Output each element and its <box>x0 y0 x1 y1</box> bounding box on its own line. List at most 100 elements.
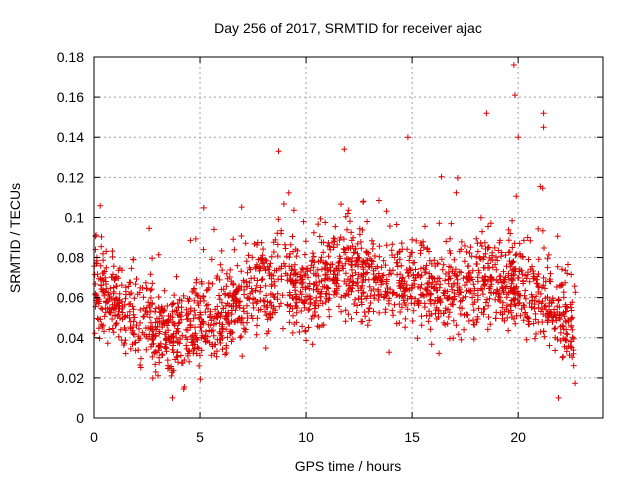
data-point <box>424 245 431 252</box>
data-point <box>482 299 489 306</box>
data-point <box>538 284 545 291</box>
data-point <box>142 325 149 332</box>
data-point <box>192 311 199 318</box>
data-point <box>464 263 471 270</box>
data-point <box>469 294 476 301</box>
data-point <box>562 336 569 343</box>
data-point <box>445 269 452 276</box>
data-point <box>342 307 349 314</box>
data-point <box>500 299 506 306</box>
data-point <box>444 320 451 327</box>
data-point <box>512 252 519 259</box>
data-point <box>184 350 191 357</box>
data-point <box>389 307 396 314</box>
data-point <box>240 308 247 315</box>
data-point <box>375 286 382 293</box>
data-point <box>344 244 351 251</box>
data-point <box>418 272 425 279</box>
data-point <box>552 347 559 354</box>
data-point <box>262 345 269 352</box>
data-point <box>426 275 433 282</box>
data-point <box>244 295 251 302</box>
data-point <box>495 247 502 254</box>
data-point <box>286 319 293 326</box>
data-point <box>473 319 480 326</box>
data-point <box>544 294 551 300</box>
data-point <box>254 315 261 322</box>
data-point <box>398 304 405 311</box>
data-point <box>345 311 352 318</box>
data-point <box>348 229 355 236</box>
data-point <box>485 302 492 309</box>
data-point <box>130 324 136 331</box>
data-point <box>365 308 372 315</box>
data-point <box>159 352 166 359</box>
data-point <box>564 331 571 338</box>
data-point <box>126 308 133 315</box>
data-point <box>289 329 296 336</box>
data-point <box>568 271 575 278</box>
data-point <box>163 348 170 355</box>
data-point <box>380 272 387 279</box>
data-point <box>494 286 500 293</box>
data-point <box>200 204 207 211</box>
data-point <box>562 267 569 274</box>
data-point <box>270 249 277 255</box>
data-point <box>572 380 579 387</box>
data-point <box>331 280 338 287</box>
data-point <box>205 305 211 312</box>
data-point <box>208 328 215 335</box>
data-point <box>271 278 278 285</box>
data-point <box>164 365 171 372</box>
data-point <box>191 297 198 304</box>
data-point <box>531 297 538 304</box>
data-point <box>98 243 105 250</box>
data-point <box>228 303 235 310</box>
data-point <box>172 356 179 363</box>
data-point <box>274 253 281 260</box>
data-point <box>230 236 237 243</box>
data-point <box>179 332 186 339</box>
data-point <box>116 290 123 297</box>
data-point <box>460 275 467 282</box>
data-point <box>322 271 329 278</box>
data-point <box>197 352 203 359</box>
data-point <box>448 220 455 227</box>
data-point <box>126 291 133 298</box>
data-point <box>101 313 108 320</box>
data-point <box>415 302 422 309</box>
data-point <box>187 237 194 244</box>
data-point <box>125 283 132 290</box>
data-point <box>107 285 114 292</box>
data-point <box>347 273 354 280</box>
data-point <box>493 254 499 260</box>
data-point <box>440 261 447 268</box>
data-point <box>366 305 373 311</box>
data-point <box>230 281 237 288</box>
data-point <box>358 301 365 308</box>
data-point <box>485 223 491 230</box>
data-point <box>525 315 532 322</box>
data-point <box>523 336 530 343</box>
data-point <box>159 351 165 358</box>
data-point <box>103 285 110 292</box>
data-point <box>286 308 293 315</box>
data-point <box>315 273 322 279</box>
data-point <box>521 292 528 299</box>
data-point <box>350 234 357 241</box>
data-point <box>508 280 515 287</box>
data-point <box>138 355 144 362</box>
data-point <box>296 329 303 335</box>
data-point <box>318 254 325 261</box>
data-point <box>122 327 129 334</box>
data-point <box>505 327 512 334</box>
data-point <box>530 275 537 282</box>
data-point <box>238 204 245 211</box>
data-point <box>237 298 244 305</box>
data-point <box>370 308 377 315</box>
data-point <box>310 281 317 288</box>
data-point <box>166 339 173 346</box>
data-point <box>214 348 220 355</box>
data-point <box>223 312 230 319</box>
